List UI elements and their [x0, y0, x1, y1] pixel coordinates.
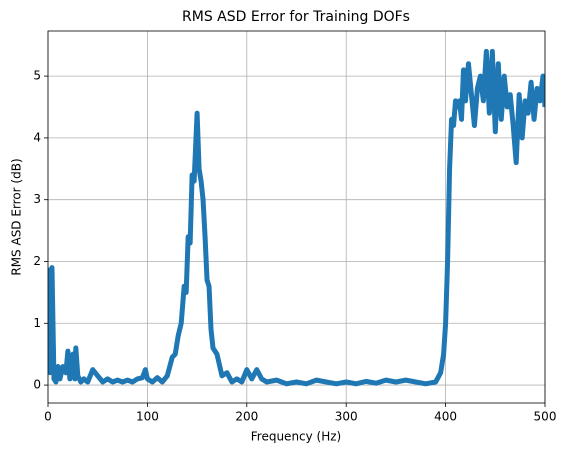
x-tick-label: 0 [44, 410, 52, 424]
x-axis-label: Frequency (Hz) [251, 430, 342, 444]
plot-frame [47, 30, 546, 404]
plot-area [48, 48, 545, 387]
x-tick-label: 400 [434, 410, 457, 424]
y-tick-label: 3 [33, 192, 41, 206]
y-tick-label: 4 [33, 130, 41, 144]
y-tick-label: 1 [33, 316, 41, 330]
x-tick-label: 300 [335, 410, 358, 424]
y-tick-label: 2 [33, 254, 41, 268]
x-tick-label: 200 [235, 410, 258, 424]
chart-title: RMS ASD Error for Training DOFs [182, 9, 410, 25]
y-axis-label: RMS ASD Error (dB) [10, 158, 24, 275]
data-line [48, 48, 545, 387]
y-tick-label: 0 [33, 378, 41, 392]
x-tick-label: 500 [534, 410, 557, 424]
y-tick-label: 5 [33, 69, 41, 83]
x-tick-label: 100 [136, 410, 159, 424]
